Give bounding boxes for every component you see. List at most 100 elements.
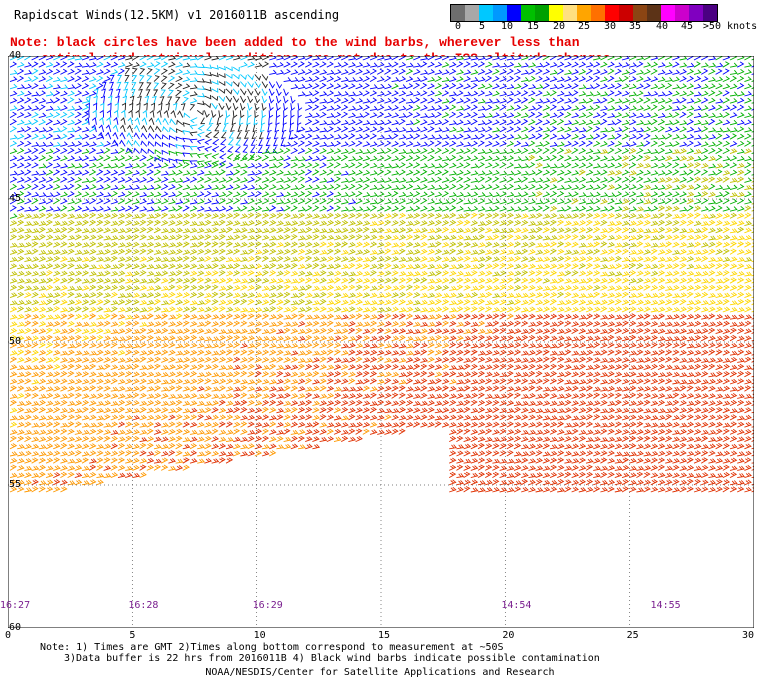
wind-barb [67, 370, 75, 378]
wind-barb [672, 349, 680, 356]
wind-barb [283, 357, 291, 363]
wind-barb [506, 68, 514, 75]
wind-barb [261, 263, 270, 270]
wind-barb [636, 69, 645, 75]
wind-barb [153, 163, 162, 169]
wind-barb [571, 241, 579, 248]
wind-barb [355, 371, 363, 378]
wind-barb [665, 299, 673, 306]
wind-barb [456, 321, 465, 327]
wind-barb [679, 198, 688, 205]
wind-barb [708, 385, 716, 392]
wind-barb [686, 176, 694, 183]
wind-barb [233, 278, 241, 284]
wind-barb [485, 249, 493, 255]
wind-barb [247, 335, 255, 342]
wind-barb [650, 363, 658, 371]
wind-barb [81, 371, 90, 378]
wind-barb [117, 328, 126, 335]
wind-barb [38, 242, 47, 248]
wind-barb [571, 56, 579, 61]
wind-barb [247, 56, 256, 61]
wind-barb [38, 278, 47, 284]
wind-barb [449, 170, 457, 176]
wind-barb [38, 220, 47, 227]
wind-barb [333, 329, 342, 335]
wind-barb [369, 292, 378, 299]
wind-barb [521, 206, 529, 212]
wind-barb [506, 227, 515, 234]
wind-barb [578, 386, 587, 392]
wind-barb [535, 126, 543, 133]
wind-barb [636, 306, 644, 313]
wind-barb [549, 84, 558, 90]
wind-barb [110, 169, 119, 176]
wind-barb [297, 393, 306, 399]
wind-barb [319, 263, 328, 270]
wind-barb [477, 242, 486, 248]
wind-barb [427, 271, 436, 277]
wind-barb [326, 76, 335, 83]
wind-barb [146, 191, 155, 198]
wind-barb [60, 335, 68, 342]
wind-barb [391, 385, 399, 392]
wind-barb [449, 176, 457, 183]
wind-barb [499, 284, 507, 291]
wind-barb [420, 307, 429, 313]
wind-barb [679, 249, 687, 255]
wind-barb [614, 263, 623, 270]
wind-barb [333, 112, 342, 119]
wind-barb [341, 335, 349, 342]
wind-barb [333, 69, 342, 75]
wind-barb [693, 105, 702, 111]
wind-barb [384, 241, 392, 248]
wind-barb [715, 314, 724, 320]
wind-barb [513, 184, 522, 191]
wind-barb [232, 371, 241, 378]
wind-barb [405, 284, 414, 291]
wind-barb [261, 385, 270, 392]
wind-barb [297, 378, 306, 385]
wind-barb [571, 278, 580, 284]
wind-barb [276, 393, 285, 399]
wind-barb [74, 220, 83, 227]
wind-barb [247, 379, 256, 385]
wind-barb [701, 206, 709, 212]
wind-barb [369, 170, 378, 176]
wind-barb [578, 90, 587, 97]
wind-barb [219, 146, 227, 153]
wind-barb [161, 285, 169, 291]
wind-barb [269, 184, 277, 191]
wind-barb [355, 134, 364, 140]
wind-barb [499, 278, 508, 284]
wind-barb [24, 83, 32, 90]
wind-barb [74, 213, 83, 219]
wind-barb [629, 227, 637, 234]
wind-barb [384, 263, 392, 270]
wind-barb [333, 248, 342, 255]
wind-barb [729, 292, 738, 299]
wind-barb [377, 104, 385, 111]
wind-barb [679, 372, 688, 378]
wind-barb [578, 356, 586, 363]
wind-barb [38, 364, 47, 371]
wind-barb [17, 97, 25, 104]
wind-barb [643, 371, 652, 378]
wind-barb [693, 349, 702, 356]
wind-barb [650, 155, 659, 162]
wind-barb [715, 306, 723, 313]
wind-barb [377, 299, 385, 306]
wind-barb [341, 234, 349, 241]
wind-barb [348, 156, 357, 162]
wind-barb [441, 378, 450, 385]
wind-barb [506, 357, 515, 363]
wind-barb [175, 205, 183, 212]
wind-barb [24, 191, 32, 198]
wind-barb [24, 126, 32, 133]
wind-barb [197, 131, 205, 138]
wind-barb [341, 170, 349, 176]
wind-barb [139, 385, 147, 392]
wind-barb [679, 228, 688, 234]
wind-barb [549, 285, 558, 291]
wind-barb [218, 255, 226, 262]
